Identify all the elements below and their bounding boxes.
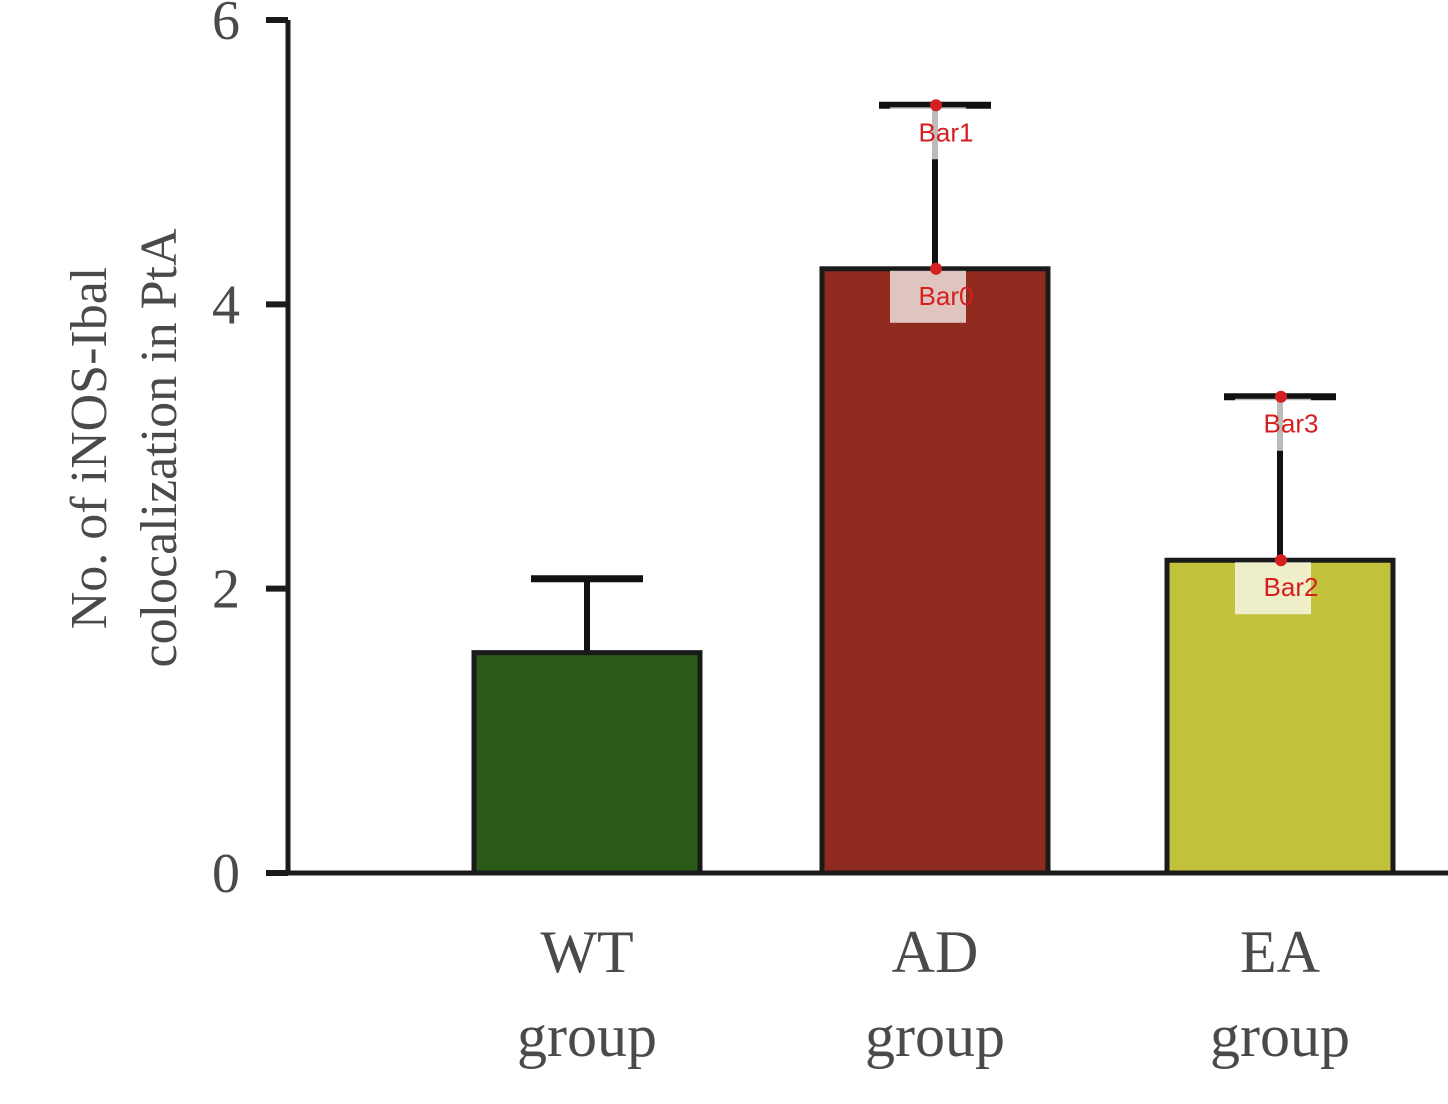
- x-axis-labels: WT group AD group EA group: [517, 919, 1350, 1069]
- x-tick-label: EA group: [1210, 919, 1350, 1069]
- annotation-marker: Bar0: [890, 262, 974, 323]
- x-tick-label: AD group: [865, 919, 1005, 1069]
- annotation-marker: Bar1: [890, 99, 974, 160]
- annotation-point: [930, 99, 942, 112]
- annotations: Bar0 Bar1 Bar2 Bar3: [890, 99, 1319, 615]
- annotation-marker: Bar2: [1235, 554, 1319, 615]
- y-axis-title: No. of iNOS-Ibal colocalization in PtA: [61, 228, 188, 667]
- y-tick-label: 0: [212, 843, 240, 905]
- annotation-point: [1275, 554, 1287, 567]
- annotation-label: Bar1: [919, 117, 974, 147]
- annotation-marker: Bar3: [1235, 390, 1319, 451]
- y-tick-label: 6: [212, 0, 240, 52]
- annotation-point: [930, 262, 942, 275]
- annotation-background: [1235, 398, 1311, 451]
- bar: [819, 266, 1051, 876]
- y-tick-label: 2: [212, 559, 240, 621]
- annotation-point: [1275, 390, 1287, 403]
- annotation-label: Bar0: [919, 281, 974, 311]
- x-tick-label: WT group: [517, 919, 657, 1069]
- y-axis-title-line: colocalization in PtA: [131, 228, 188, 667]
- y-tick-label: 4: [212, 274, 240, 336]
- annotation-background: [890, 270, 966, 323]
- y-axis-title-line: No. of iNOS-Ibal: [61, 267, 118, 630]
- bars: [471, 101, 1396, 876]
- bar: [471, 650, 703, 876]
- annotation-label: Bar2: [1264, 572, 1319, 602]
- y-axis-label: No. of iNOS-Ibal colocalization in PtA: [61, 228, 188, 667]
- annotation-background: [890, 107, 966, 160]
- annotation-background: [1235, 562, 1311, 615]
- annotation-label: Bar3: [1264, 409, 1319, 439]
